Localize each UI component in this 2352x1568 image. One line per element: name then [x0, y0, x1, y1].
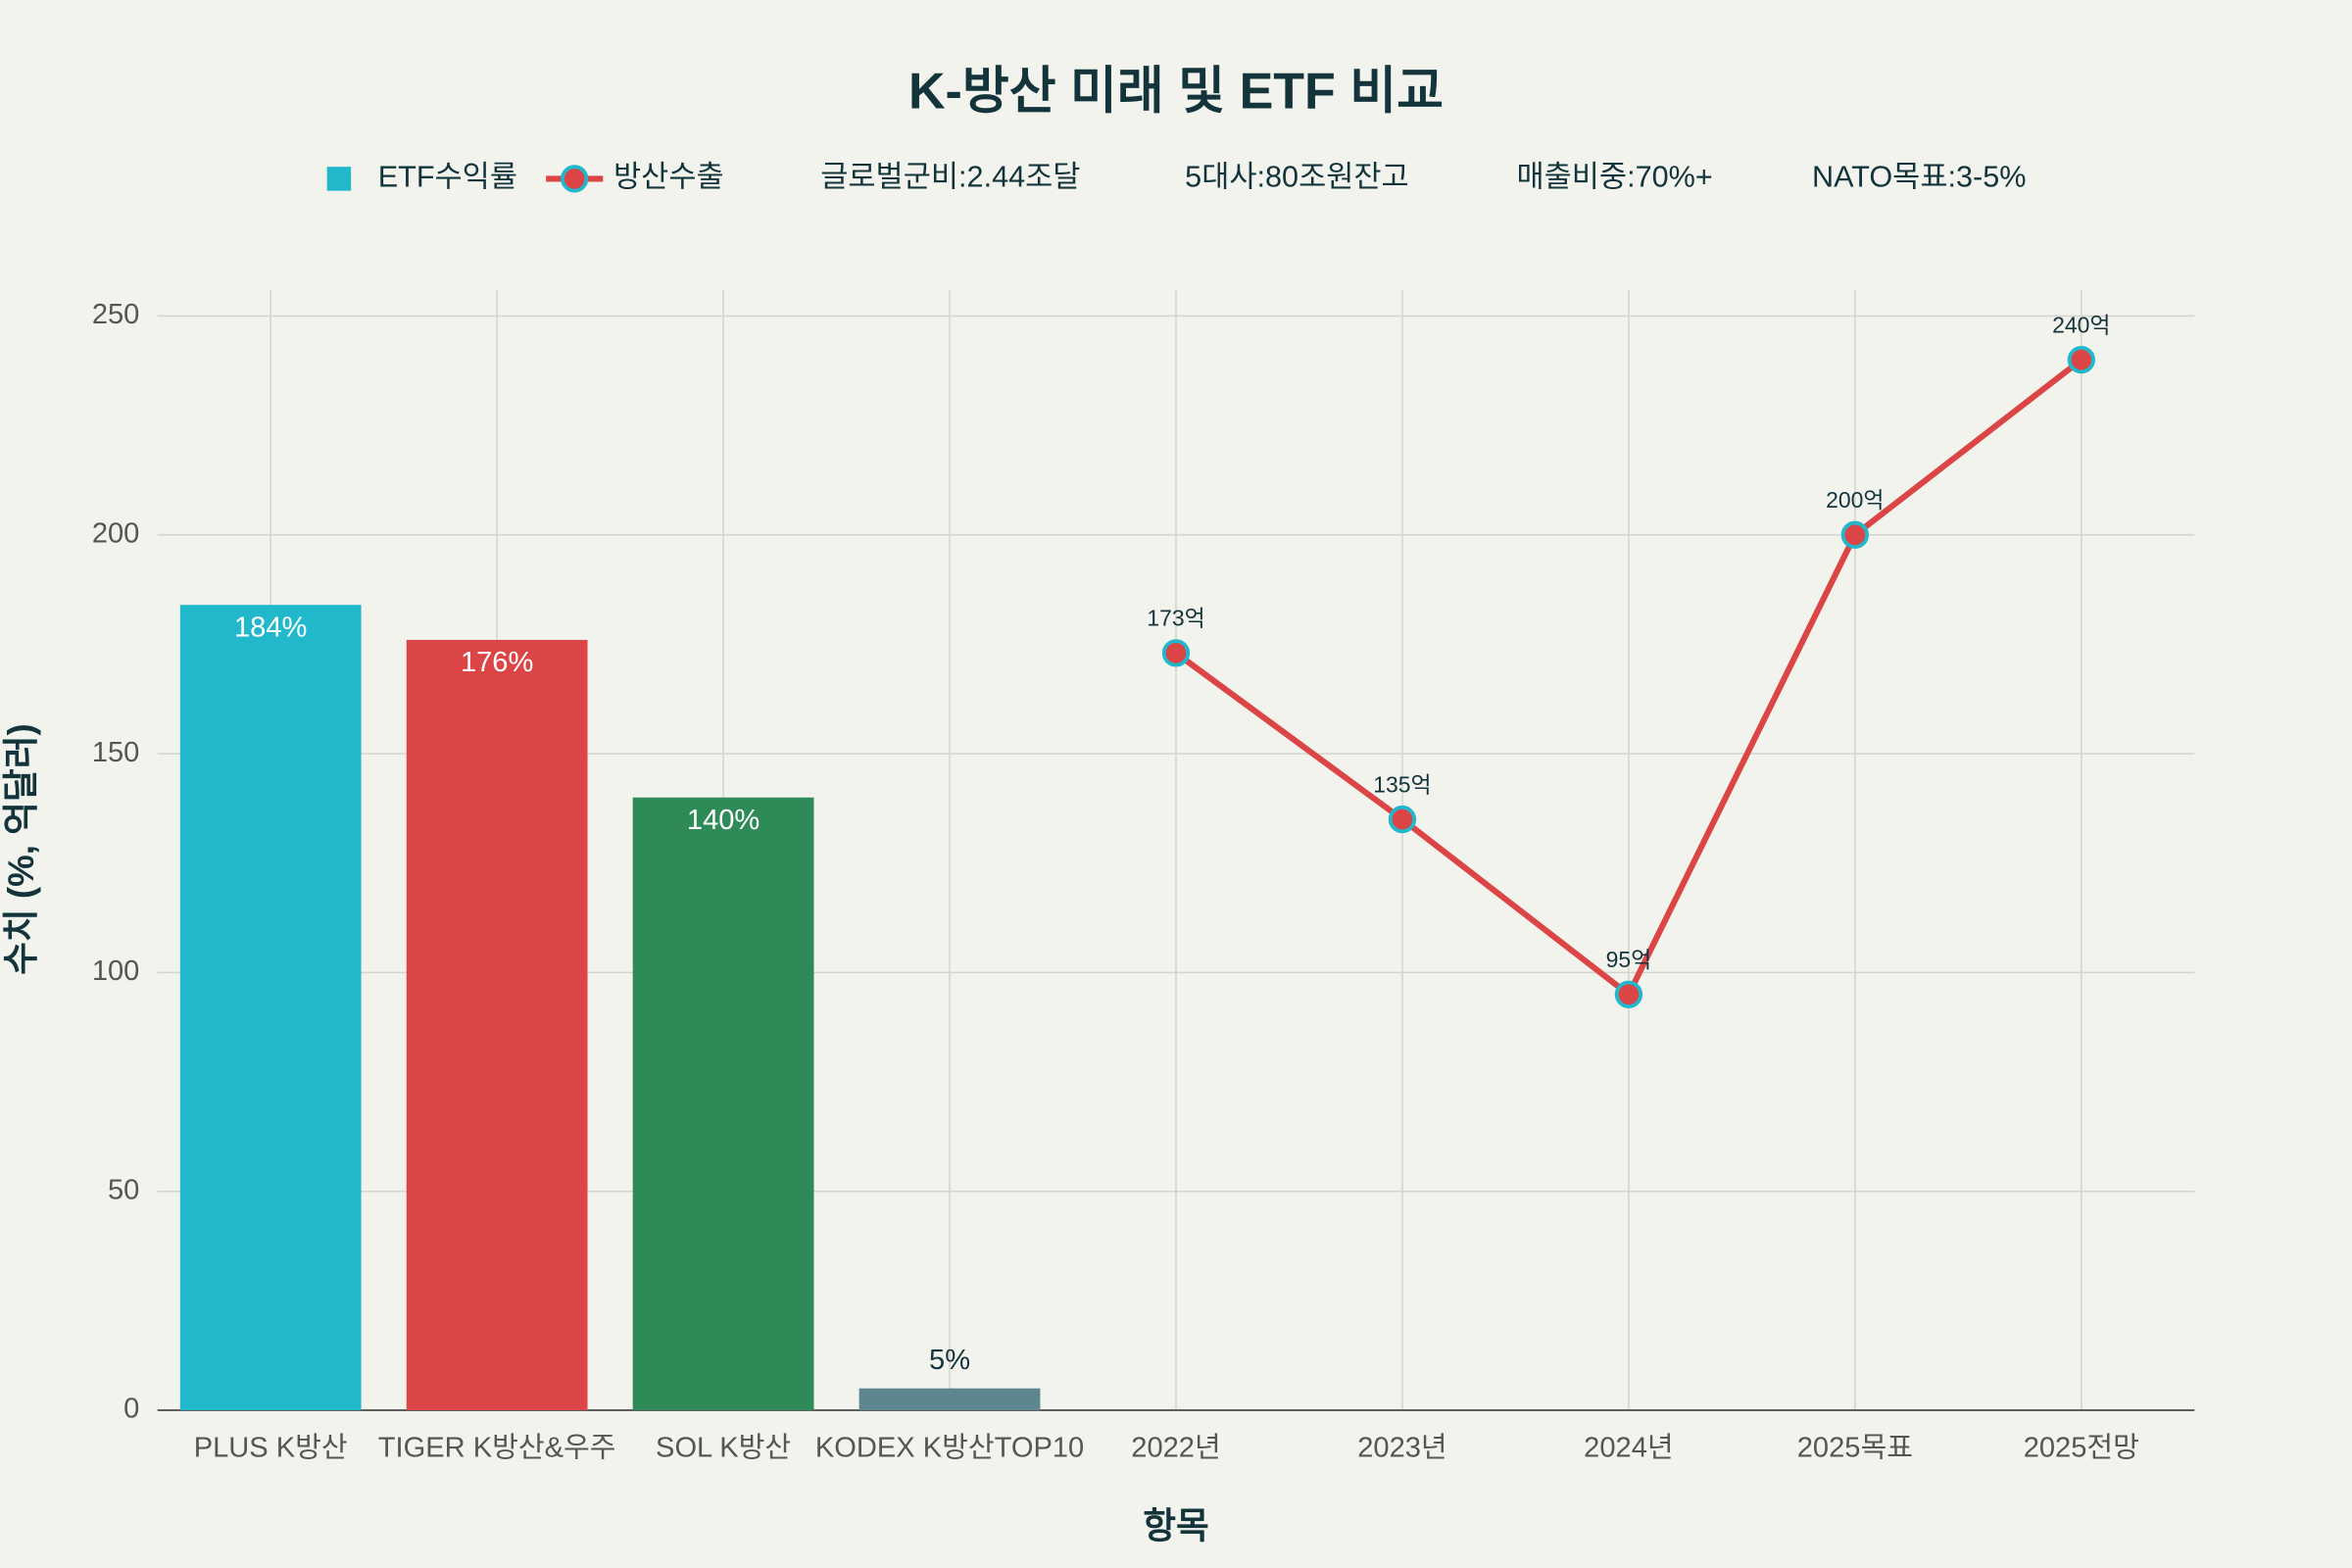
line-value-label: 95억: [1606, 947, 1652, 972]
x-axis-title: 항목: [1143, 1506, 1209, 1546]
legend-note: 5대사:80조원잔고: [1185, 160, 1409, 193]
bar-value-label: 184%: [234, 612, 307, 643]
x-tick-label: 2022년: [1131, 1433, 1220, 1464]
x-tick-label: SOL K방산: [656, 1433, 791, 1464]
x-tick-label: 2023년: [1357, 1433, 1446, 1464]
line-marker: [2067, 345, 2095, 374]
y-tick-label: 100: [92, 956, 140, 987]
bar-value-label: 5%: [929, 1345, 970, 1376]
x-tick-label: 2024년: [1584, 1433, 1673, 1464]
x-tick-label: KODEX K방산TOP10: [815, 1433, 1084, 1464]
x-tick-label: PLUS K방산: [194, 1433, 348, 1464]
x-tick-label: 2025전망: [2024, 1433, 2139, 1464]
bar-value-label: 140%: [687, 805, 760, 836]
legend-label: 방산수출: [613, 160, 724, 193]
y-tick-label: 0: [123, 1394, 139, 1425]
legend-swatch-marker: [561, 165, 589, 193]
legend-note: 매출비중:70%+: [1516, 160, 1712, 193]
y-tick-label: 50: [108, 1174, 139, 1205]
bar: [632, 797, 814, 1411]
legend-note: NATO목표:3-5%: [1812, 160, 2027, 193]
legend-swatch: [326, 167, 352, 191]
chart-title: K-방산 미래 및 ETF 비교: [908, 63, 1444, 120]
bar: [858, 1388, 1041, 1411]
bar-value-label: 176%: [461, 647, 533, 678]
line-value-label: 173억: [1147, 606, 1204, 631]
legend-note: 글로벌군비:2.44조달: [820, 160, 1080, 193]
line-value-label: 200억: [1826, 487, 1884, 513]
line-value-label: 240억: [2052, 313, 2110, 338]
x-tick-label: 2025목표: [1797, 1433, 1913, 1464]
line-marker: [1388, 805, 1417, 834]
y-tick-label: 150: [92, 737, 140, 768]
line-marker: [1840, 520, 1870, 549]
x-tick-label: TIGER K방산&우주: [378, 1433, 616, 1464]
y-tick-label: 200: [92, 517, 140, 549]
line-marker: [1161, 639, 1191, 667]
y-axis-title: 수치 (%, 억달러): [1, 723, 41, 975]
bar: [179, 605, 362, 1411]
bar: [406, 639, 588, 1411]
line-marker: [1614, 980, 1643, 1008]
y-tick-label: 250: [92, 299, 140, 330]
line-value-label: 135억: [1373, 771, 1431, 797]
legend-label: ETF수익률: [378, 160, 517, 193]
